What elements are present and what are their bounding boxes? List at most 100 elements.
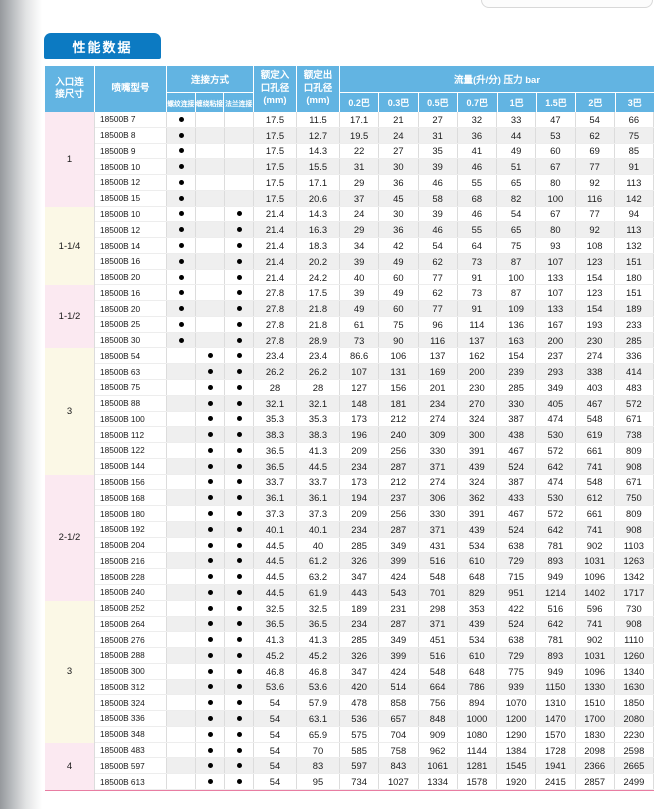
- flow-cell: 422: [497, 600, 537, 616]
- connection-empty-cell: [196, 269, 225, 285]
- flow-cell: 285: [340, 537, 380, 553]
- connection-dot-icon: [225, 742, 254, 758]
- size-group: 2-1/2 18500B 156 33.7 33.7 173 212 274 324 387 47…: [45, 474, 654, 601]
- connection-dot-icon: [196, 427, 225, 443]
- model-cell: 18500B 288: [95, 648, 167, 663]
- outlet-bore-cell: 41.3: [297, 443, 340, 458]
- outlet-bore-cell: 17.5: [297, 285, 340, 301]
- flow-cell: 756: [419, 695, 458, 711]
- flow-cell: 42: [379, 238, 419, 253]
- flow-cell: 1031: [576, 553, 615, 569]
- header-connection-group: 连接方式 螺纹连接 缠绕粘接 法兰连接: [167, 66, 254, 112]
- flow-cell: 29: [340, 175, 380, 190]
- flow-cell: 62: [419, 285, 458, 301]
- connection-empty-cell: [225, 127, 254, 143]
- outlet-bore-cell: 15.5: [297, 159, 340, 175]
- table-row: 18500B 100 35.3 35.3 173 212 274 324 387 474 548 6…: [95, 411, 654, 428]
- model-cell: 18500B 216: [95, 553, 167, 569]
- flow-cell: 77: [419, 301, 458, 316]
- flow-cell: 349: [536, 380, 576, 395]
- flow-cell: 1096: [576, 663, 615, 679]
- inlet-bore-cell: 17.5: [254, 112, 297, 127]
- connection-dot-icon: [167, 301, 196, 316]
- flow-cell: 657: [379, 711, 419, 726]
- connection-dot-icon: [167, 159, 196, 175]
- flow-cell: 73: [458, 285, 497, 301]
- outlet-bore-cell: 26.2: [297, 364, 340, 380]
- flow-cell: 156: [379, 380, 419, 395]
- connection-empty-cell: [167, 411, 196, 427]
- flow-cell: 65: [497, 175, 537, 190]
- flow-cell: 439: [458, 616, 497, 632]
- inlet-bore-cell: 40.1: [254, 521, 297, 537]
- model-cell: 18500B 122: [95, 443, 167, 458]
- table-row: 18500B 8 17.5 12.7 19.5 24 31 36 44 53 62 75: [95, 127, 654, 144]
- flow-cell: 189: [340, 600, 380, 616]
- model-cell: 18500B 9: [95, 143, 167, 159]
- flow-cell: 2857: [576, 774, 615, 789]
- flow-cell: 451: [419, 632, 458, 648]
- connection-empty-cell: [196, 112, 225, 127]
- inlet-bore-cell: 38.3: [254, 427, 297, 443]
- model-cell: 18500B 144: [95, 458, 167, 474]
- flow-cell: 151: [615, 285, 654, 301]
- table-row: 18500B 10 17.5 15.5 31 30 39 46 51 67 77 91: [95, 159, 654, 176]
- connection-dot-icon: [196, 537, 225, 553]
- inlet-bore-cell: 44.5: [254, 537, 297, 553]
- header-pressure-subs: 0.2巴 0.3巴 0.5巴 0.7巴 1巴 1.5巴 2巴 3巴: [340, 93, 654, 112]
- inlet-bore-cell: 17.5: [254, 127, 297, 143]
- flow-cell: 1850: [615, 695, 654, 711]
- flow-cell: 234: [340, 521, 380, 537]
- flow-cell: 1310: [536, 695, 576, 711]
- connection-empty-cell: [167, 364, 196, 380]
- flow-cell: 738: [615, 427, 654, 443]
- connection-dot-icon: [196, 474, 225, 490]
- table-row: 18500B 228 44.5 63.2 347 424 548 648 715 949 1096…: [95, 569, 654, 585]
- flow-cell: 939: [497, 679, 537, 695]
- flow-cell: 414: [615, 364, 654, 380]
- flow-cell: 55: [458, 175, 497, 190]
- connection-dot-icon: [225, 695, 254, 711]
- flow-cell: 642: [536, 521, 576, 537]
- model-cell: 18500B 15: [95, 190, 167, 206]
- inlet-bore-cell: 36.5: [254, 443, 297, 458]
- connection-dot-icon: [225, 238, 254, 253]
- model-cell: 18500B 54: [95, 348, 167, 364]
- flow-cell: 474: [536, 411, 576, 427]
- flow-cell: 180: [615, 269, 654, 285]
- table-row: 18500B 252 32.5 32.5 189 231 298 353 422 516 596 7…: [95, 600, 654, 617]
- flow-cell: 234: [419, 395, 458, 411]
- flow-cell: 2366: [576, 758, 615, 774]
- connection-dot-icon: [167, 143, 196, 159]
- flow-cell: 1200: [497, 711, 537, 726]
- flow-cell: 347: [340, 569, 380, 584]
- flow-cell: 848: [419, 711, 458, 726]
- table-row: 18500B 20 21.4 24.2 40 60 77 91 100 133 154 180: [95, 269, 654, 286]
- connection-dot-icon: [196, 584, 225, 600]
- flow-cell: 30: [379, 206, 419, 222]
- flow-cell: 114: [458, 316, 497, 332]
- flow-cell: 661: [576, 506, 615, 521]
- connection-dot-icon: [196, 600, 225, 616]
- flow-cell: 610: [458, 553, 497, 569]
- flow-cell: 233: [615, 316, 654, 332]
- connection-empty-cell: [196, 206, 225, 222]
- flow-cell: 200: [536, 332, 576, 348]
- flow-cell: 24: [379, 127, 419, 143]
- flow-cell: 35: [419, 143, 458, 159]
- outlet-bore-cell: 63.2: [297, 569, 340, 584]
- model-cell: 18500B 63: [95, 364, 167, 380]
- connection-empty-cell: [167, 569, 196, 584]
- flow-cell: 239: [497, 364, 537, 380]
- model-cell: 18500B 100: [95, 411, 167, 427]
- flow-cell: 597: [340, 758, 380, 774]
- flow-cell: 34: [340, 238, 380, 253]
- flow-cell: 353: [458, 600, 497, 616]
- connection-dot-icon: [167, 190, 196, 206]
- table-row: 18500B 324 54 57.9 478 858 756 894 1070 1310 1510…: [95, 695, 654, 712]
- flow-cell: 572: [536, 506, 576, 521]
- outlet-bore-cell: 11.5: [297, 112, 340, 127]
- header-pressure: 1.5巴: [537, 93, 577, 112]
- connection-empty-cell: [196, 285, 225, 301]
- model-cell: 18500B 336: [95, 711, 167, 726]
